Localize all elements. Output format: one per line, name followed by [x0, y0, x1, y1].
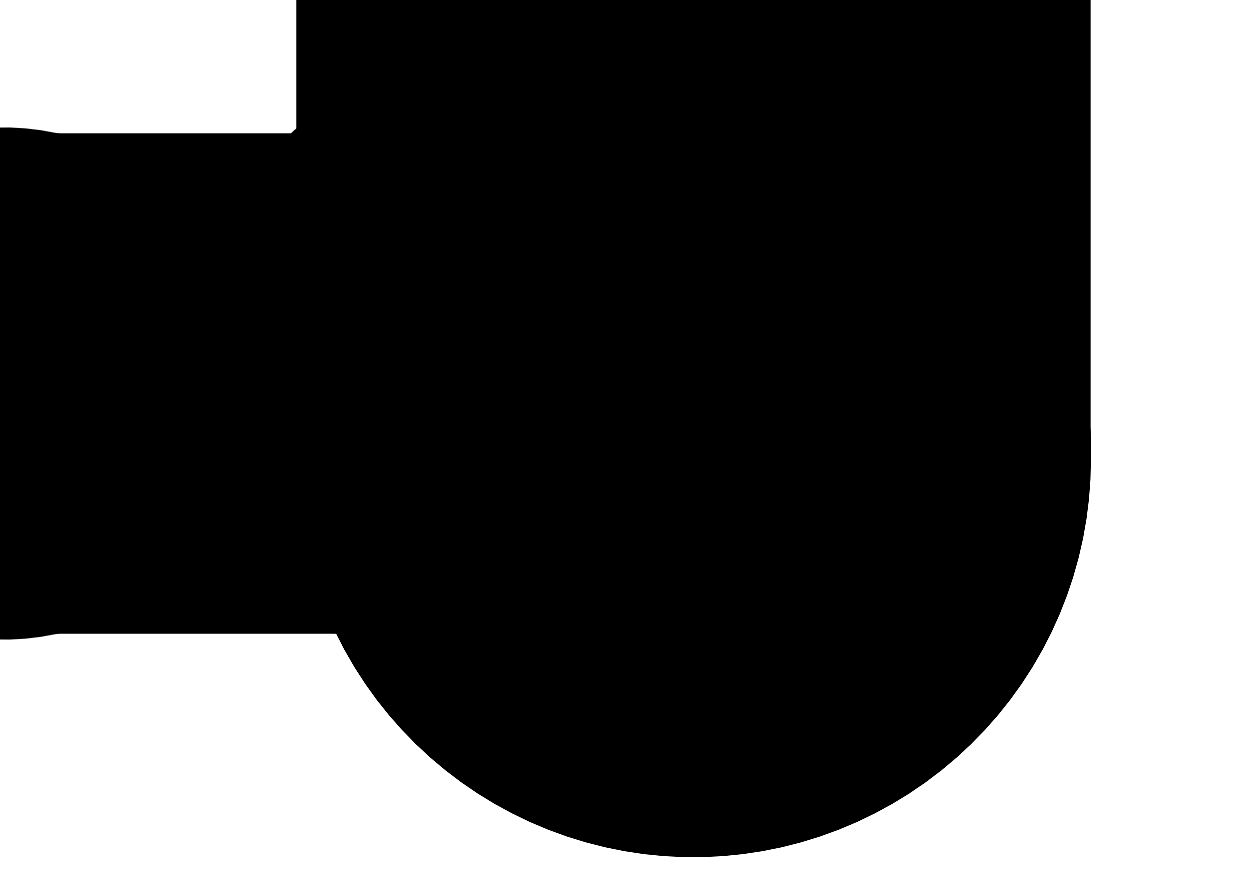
Text: N(CH$_3$)$_2$: N(CH$_3$)$_2$ [704, 674, 755, 691]
Text: CH$_2$PO(C$_2$H$_5$)$_2$: CH$_2$PO(C$_2$H$_5$)$_2$ [215, 134, 312, 151]
Text: OH: OH [720, 396, 743, 409]
Text: OMe: OMe [407, 245, 441, 260]
Text: OMe: OMe [216, 430, 247, 444]
Text: OMe: OMe [609, 245, 640, 259]
Text: OMe: OMe [578, 655, 609, 669]
Text: OMe: OMe [379, 430, 410, 444]
Text: HCl: HCl [719, 688, 740, 702]
Text: CHO: CHO [407, 137, 440, 152]
Text: 4: 4 [226, 432, 237, 451]
Text: 5: 5 [650, 348, 661, 367]
Text: OMe: OMe [565, 430, 598, 444]
Text: 3: 3 [418, 260, 429, 278]
Text: 2: 2 [241, 246, 253, 264]
Text: O: O [517, 394, 527, 408]
Text: 1: 1 [707, 680, 719, 699]
Text: N(CH$_3$)$_2$: N(CH$_3$)$_2$ [735, 424, 785, 441]
Text: OBn: OBn [746, 209, 776, 222]
Text: OH: OH [340, 416, 363, 431]
Text: COOH: COOH [804, 644, 846, 658]
Text: O: O [737, 661, 748, 675]
Text: OBn: OBn [298, 172, 326, 186]
Text: O: O [765, 613, 776, 626]
Text: +: + [336, 187, 357, 211]
